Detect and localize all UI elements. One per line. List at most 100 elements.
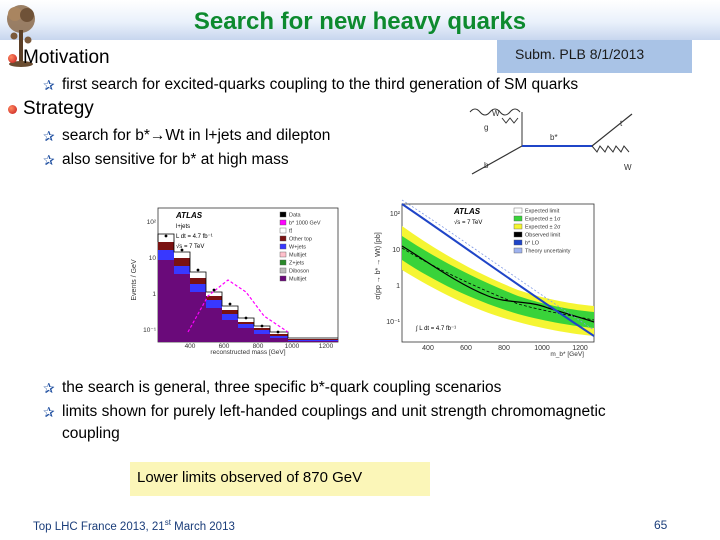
y-tick-label: 1 (396, 283, 400, 290)
w-boson-line (591, 145, 630, 153)
strategy-bullet: ✰ search for b*→Wt in l+jets and dilepto… (43, 127, 330, 145)
star-bullet-icon: ✰ (43, 404, 55, 420)
legend-entry: Expected ± 1σ (525, 217, 561, 223)
legend-swatch (279, 251, 287, 258)
star-bullet-icon: ✰ (43, 128, 55, 144)
x-tick-label: 400 (185, 343, 196, 350)
conclusion-box: Lower limits observed of 870 GeV (130, 462, 430, 496)
legend-swatch (513, 239, 523, 246)
legend-swatch (513, 223, 523, 230)
legend-swatch (279, 259, 287, 266)
star-bullet-icon: ✰ (43, 152, 55, 168)
feynman-label: t (620, 119, 623, 128)
legend-entry: W+jets (289, 245, 306, 251)
results-bullet-text: limits shown for purely left-handed coup… (62, 403, 606, 420)
feynman-label: g (484, 123, 488, 132)
signal-curve-bstar (187, 279, 289, 333)
lumi-label: L dt = 4.7 fb⁻¹ (176, 234, 213, 240)
strategy-bullet: ✰ also sensitive for b* at high mass (43, 151, 289, 169)
footer-text: Top LHC France 2013, 21 (33, 520, 165, 533)
legend-swatch (279, 211, 287, 218)
legend-swatch (513, 207, 523, 214)
legend-swatch (513, 231, 523, 238)
histogram-outline-ttbar (157, 233, 338, 339)
x-tick-label: 600 (460, 345, 472, 352)
footer: Top LHC France 2013, 21st March 2013 (33, 518, 235, 533)
legend-swatch (279, 227, 287, 234)
histogram-fill-multijet (158, 260, 338, 342)
stacked-histogram (157, 233, 338, 342)
y-tick-label: 1 (152, 291, 156, 298)
legend-swatch (279, 267, 287, 274)
results-bullet-text: the search is general, three specific b*… (62, 379, 502, 396)
atlas-label: ATLAS (453, 207, 481, 216)
feynman-label: b* (550, 133, 558, 142)
legend-entry: Diboson (289, 269, 309, 275)
legend-entry: tt̄ (289, 228, 293, 235)
legend-entry: b* 1000 GeV (289, 221, 321, 227)
strategy-heading-row: Strategy (8, 98, 94, 120)
atlas-label: ATLAS (175, 211, 203, 220)
data-points (164, 234, 280, 334)
x-tick-label: 800 (498, 345, 510, 352)
results-bullet: ✰ the search is general, three specific … (43, 379, 501, 397)
feynman-label: W (624, 163, 632, 172)
plot-legend: Expected limit Expected ± 1σ Expected ± 2σ… (513, 207, 571, 255)
energy-label: √s = 7 TeV (176, 243, 204, 250)
feynman-label: W (492, 109, 500, 118)
submission-note: Subm. PLB 8/1/2013 (497, 40, 692, 73)
x-tick-label: 600 (219, 343, 230, 350)
star-bullet-icon: ✰ (43, 380, 55, 396)
feynman-label: b (484, 161, 489, 170)
legend-entry: Observed limit (525, 233, 561, 239)
x-tick-label: 1200 (572, 345, 588, 352)
y-tick-label: 10 (392, 247, 400, 254)
legend-entry: Other top (289, 237, 312, 243)
b-quark-line (471, 145, 523, 175)
legend-swatch (513, 215, 523, 222)
gluon-line (469, 108, 521, 116)
legend-entry: Multijet (289, 277, 307, 283)
plot-xlabel: m_b* [GeV] (550, 351, 584, 358)
red-bullet-icon (8, 104, 17, 114)
strategy-bullet-text: search for b*→Wt in l+jets and dilepton (62, 127, 331, 144)
y-tick-label: 10² (390, 211, 401, 218)
strategy-heading: Strategy (23, 98, 94, 119)
x-tick-label: 800 (253, 343, 264, 350)
motivation-heading-row: Motivation (8, 47, 110, 69)
cross-section-limit-plot: σ(pp → b* → Wt) [pb] ATLAS √s = 7 TeV ∫ … (368, 196, 598, 360)
lumi-label: ∫ L dt = 4.7 fb⁻¹ (415, 325, 456, 332)
y-tick-labels: 10² 10 1 10⁻¹ (143, 219, 157, 334)
motivation-bullet: ✰ first search for excited-quarks coupli… (43, 76, 578, 94)
one-sigma-band (402, 236, 594, 328)
results-bullet-text: coupling (62, 425, 120, 442)
plot-ylabel: σ(pp → b* → Wt) [pb] (375, 232, 382, 299)
slide-title: Search for new heavy quarks (193, 8, 527, 35)
x-tick-label: 1200 (319, 343, 334, 350)
motivation-heading: Motivation (23, 47, 110, 68)
tree-logo-icon (7, 5, 35, 67)
star-bullet-icon: ✰ (43, 77, 55, 93)
y-tick-label: 10 (149, 255, 157, 262)
legend-swatch (279, 219, 287, 226)
strategy-bullet-text: also sensitive for b* at high mass (62, 151, 289, 168)
legend-swatch (279, 235, 287, 242)
red-bullet-icon (8, 53, 17, 63)
legend-entry: Expected limit (525, 209, 560, 215)
legend-entry: Data (289, 213, 302, 219)
results-bullet: ✰ limits shown for purely left-handed co… (43, 403, 606, 421)
page-number: 65 (654, 518, 668, 532)
y-tick-label: 10⁻¹ (386, 319, 400, 326)
title-band (0, 0, 720, 40)
legend-swatch (513, 247, 523, 254)
x-tick-label: 1000 (534, 345, 550, 352)
x-tick-labels: 400 600 800 1000 1200 (185, 343, 334, 350)
channel-label: l+jets (176, 224, 190, 230)
plot-ylabel: Events / GeV (131, 259, 138, 301)
footer-sup: st (164, 518, 171, 527)
theory-curve (401, 203, 595, 337)
legend-entry: b* LO (525, 241, 540, 247)
feynman-diagram: g b b* t W W (469, 108, 633, 175)
expected-limit-line (401, 247, 595, 321)
